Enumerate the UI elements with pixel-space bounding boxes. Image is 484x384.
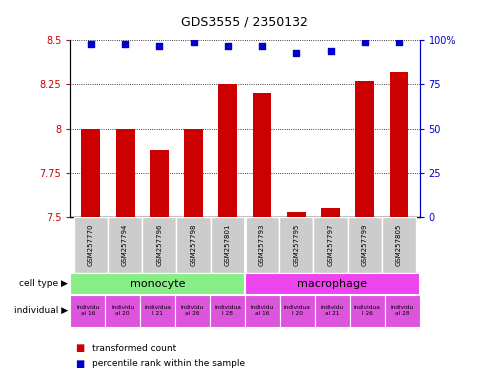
Text: cell type ▶: cell type ▶	[19, 279, 68, 288]
Text: GSM257795: GSM257795	[293, 223, 299, 266]
Bar	[142, 217, 176, 273]
Bar	[252, 93, 271, 217]
Bar	[279, 217, 313, 273]
Bar	[74, 217, 108, 273]
Bar	[184, 129, 203, 217]
Bar	[105, 295, 140, 327]
Text: GSM257793: GSM257793	[258, 223, 264, 266]
Text: individua
l 20: individua l 20	[283, 305, 310, 316]
Bar	[108, 217, 142, 273]
Text: GSM257805: GSM257805	[395, 223, 401, 266]
Text: individua
l 28: individua l 28	[213, 305, 241, 316]
Bar	[286, 212, 305, 217]
Text: GSM257797: GSM257797	[327, 223, 333, 266]
Bar	[116, 129, 134, 217]
Bar	[210, 217, 244, 273]
Bar	[70, 273, 244, 295]
Bar	[349, 295, 384, 327]
Bar	[355, 81, 373, 217]
Text: individu
al 26: individu al 26	[181, 305, 204, 316]
Bar	[140, 295, 175, 327]
Point	[360, 39, 368, 45]
Text: GSM257794: GSM257794	[122, 223, 128, 266]
Bar	[81, 129, 100, 217]
Bar	[175, 295, 210, 327]
Text: GSM257801: GSM257801	[225, 223, 230, 266]
Text: individua
l 26: individua l 26	[353, 305, 380, 316]
Text: macrophage: macrophage	[297, 278, 366, 289]
Bar	[244, 217, 279, 273]
Bar	[150, 150, 168, 217]
Bar	[313, 217, 347, 273]
Bar	[244, 295, 279, 327]
Bar	[389, 72, 408, 217]
Text: individual ▶: individual ▶	[14, 306, 68, 315]
Text: GSM257798: GSM257798	[190, 223, 196, 266]
Text: GSM257799: GSM257799	[361, 223, 367, 266]
Point	[224, 43, 231, 49]
Text: transformed count: transformed count	[92, 344, 176, 353]
Text: monocyte: monocyte	[130, 278, 185, 289]
Point	[155, 43, 163, 49]
Point	[257, 43, 265, 49]
Text: percentile rank within the sample: percentile rank within the sample	[92, 359, 245, 368]
Text: ■: ■	[75, 343, 84, 353]
Bar	[314, 295, 349, 327]
Text: individu
al 20: individu al 20	[111, 305, 134, 316]
Text: individu
al 16: individu al 16	[250, 305, 273, 316]
Bar	[384, 295, 419, 327]
Text: individua
l 21: individua l 21	[144, 305, 171, 316]
Text: GSM257770: GSM257770	[88, 223, 94, 266]
Point	[292, 50, 300, 56]
Bar	[279, 295, 314, 327]
Bar	[218, 84, 237, 217]
Bar	[176, 217, 210, 273]
Bar	[381, 217, 415, 273]
Bar	[70, 295, 105, 327]
Bar	[244, 273, 419, 295]
Text: GDS3555 / 2350132: GDS3555 / 2350132	[181, 15, 308, 28]
Text: GSM257796: GSM257796	[156, 223, 162, 266]
Point	[394, 39, 402, 45]
Text: individu
al 16: individu al 16	[76, 305, 99, 316]
Text: ■: ■	[75, 359, 84, 369]
Bar	[320, 208, 339, 217]
Bar	[347, 217, 381, 273]
Point	[121, 41, 129, 47]
Text: individu
al 21: individu al 21	[320, 305, 343, 316]
Point	[189, 39, 197, 45]
Text: individu
al 28: individu al 28	[390, 305, 413, 316]
Point	[87, 41, 94, 47]
Bar	[210, 295, 244, 327]
Point	[326, 48, 333, 54]
